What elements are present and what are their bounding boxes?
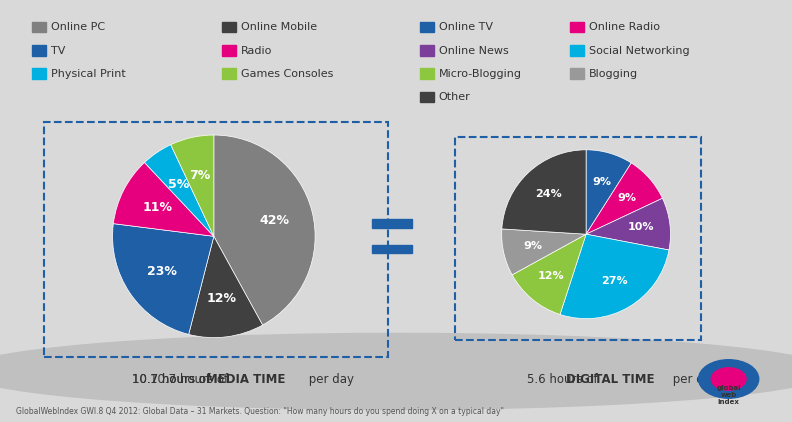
Text: TV: TV	[51, 46, 65, 56]
Text: per day: per day	[305, 373, 354, 386]
Text: Online PC: Online PC	[51, 22, 105, 32]
Text: 5%: 5%	[168, 178, 189, 191]
Text: Physical Print: Physical Print	[51, 69, 125, 79]
Text: Micro-Blogging: Micro-Blogging	[439, 69, 522, 79]
Text: Online TV: Online TV	[439, 22, 493, 32]
Text: per day: per day	[669, 373, 718, 386]
Wedge shape	[214, 135, 315, 325]
Wedge shape	[113, 162, 214, 236]
Wedge shape	[188, 236, 263, 338]
Text: 12%: 12%	[538, 271, 565, 281]
Text: 24%: 24%	[535, 189, 562, 199]
Text: 23%: 23%	[147, 265, 177, 278]
Wedge shape	[144, 145, 214, 236]
Circle shape	[711, 368, 746, 390]
Text: 10%: 10%	[627, 222, 653, 233]
Text: 9%: 9%	[523, 241, 542, 251]
Text: 27%: 27%	[600, 276, 627, 287]
Text: MEDIA TIME: MEDIA TIME	[206, 373, 285, 386]
Wedge shape	[502, 150, 586, 234]
Text: Online Mobile: Online Mobile	[241, 22, 317, 32]
Text: 10.7 hours of: 10.7 hours of	[132, 373, 214, 386]
Text: Blogging: Blogging	[589, 69, 638, 79]
Text: Online Radio: Online Radio	[589, 22, 661, 32]
Text: GlobalWebIndex GWI.8 Q4 2012: Global Data – 31 Markets. Question: "How many hour: GlobalWebIndex GWI.8 Q4 2012: Global Dat…	[16, 407, 504, 416]
Wedge shape	[512, 234, 586, 314]
Text: 5.6 hours of: 5.6 hours of	[527, 373, 601, 386]
Wedge shape	[586, 150, 631, 234]
Text: 9%: 9%	[592, 176, 611, 187]
Wedge shape	[586, 198, 671, 250]
Text: global
web
index: global web index	[716, 385, 741, 405]
Text: Other: Other	[439, 92, 470, 102]
Text: 10.7 hours of: 10.7 hours of	[150, 373, 232, 386]
Text: 12%: 12%	[207, 292, 237, 305]
Text: Games Consoles: Games Consoles	[241, 69, 333, 79]
Text: 7%: 7%	[189, 168, 211, 181]
Text: Online News: Online News	[439, 46, 508, 56]
Text: 42%: 42%	[260, 214, 290, 227]
Circle shape	[699, 360, 759, 398]
Ellipse shape	[0, 333, 792, 409]
Wedge shape	[112, 224, 214, 334]
Text: Radio: Radio	[241, 46, 272, 56]
Wedge shape	[501, 229, 586, 275]
Wedge shape	[560, 234, 669, 319]
Text: 11%: 11%	[143, 201, 173, 214]
Wedge shape	[171, 135, 214, 236]
Text: Social Networking: Social Networking	[589, 46, 690, 56]
Wedge shape	[586, 163, 662, 234]
Text: DIGITAL TIME: DIGITAL TIME	[565, 373, 654, 386]
Text: 9%: 9%	[618, 193, 637, 203]
Text: 10.7 hours of: 10.7 hours of	[132, 373, 214, 386]
